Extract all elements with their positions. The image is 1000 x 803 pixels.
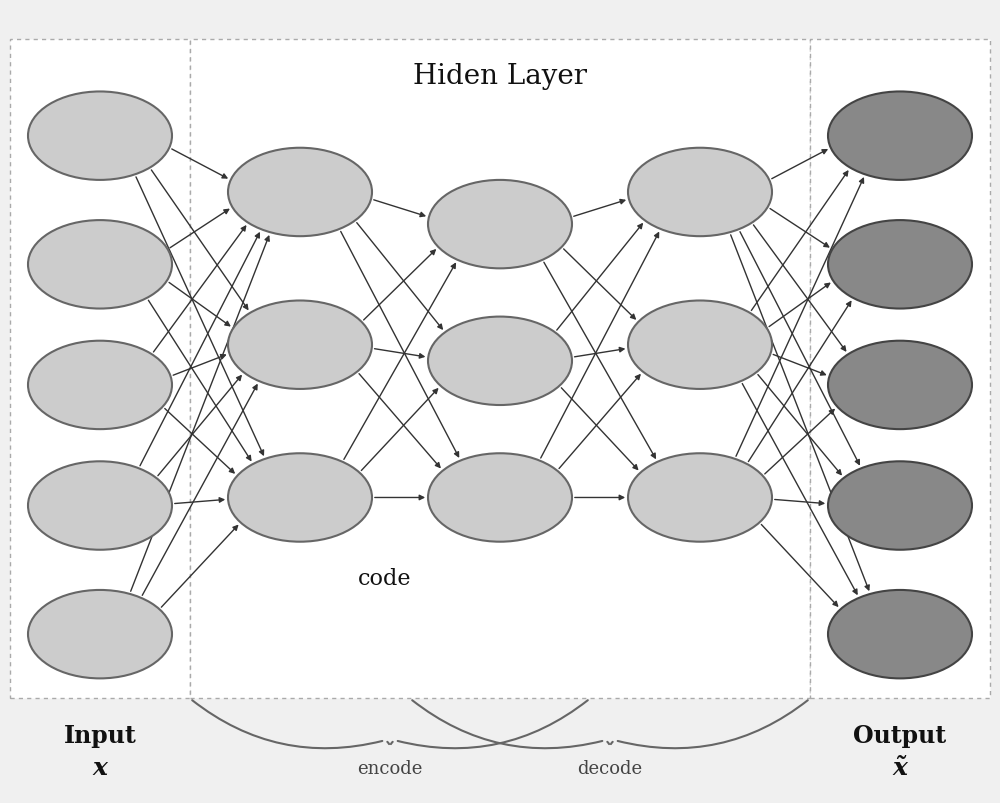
Text: code: code [358, 567, 412, 589]
Ellipse shape [828, 590, 972, 679]
Ellipse shape [28, 462, 172, 550]
Ellipse shape [228, 454, 372, 542]
Ellipse shape [228, 301, 372, 389]
Text: x̃: x̃ [893, 755, 907, 779]
Ellipse shape [428, 317, 572, 406]
Ellipse shape [828, 462, 972, 550]
Ellipse shape [228, 149, 372, 237]
Text: Output: Output [853, 723, 947, 747]
Ellipse shape [28, 341, 172, 430]
Ellipse shape [428, 181, 572, 269]
Ellipse shape [828, 221, 972, 309]
Text: Hiden Layer: Hiden Layer [413, 63, 587, 90]
Ellipse shape [828, 341, 972, 430]
Text: encode: encode [357, 759, 423, 777]
Ellipse shape [628, 149, 772, 237]
Bar [10, 40, 190, 699]
Ellipse shape [28, 221, 172, 309]
Text: decode: decode [577, 759, 643, 777]
Text: Input: Input [64, 723, 136, 747]
Ellipse shape [28, 590, 172, 679]
Ellipse shape [628, 301, 772, 389]
Text: x: x [93, 755, 107, 779]
Bar [190, 40, 810, 699]
Ellipse shape [428, 454, 572, 542]
Ellipse shape [828, 92, 972, 181]
Bar [810, 40, 990, 699]
Ellipse shape [28, 92, 172, 181]
Ellipse shape [628, 454, 772, 542]
